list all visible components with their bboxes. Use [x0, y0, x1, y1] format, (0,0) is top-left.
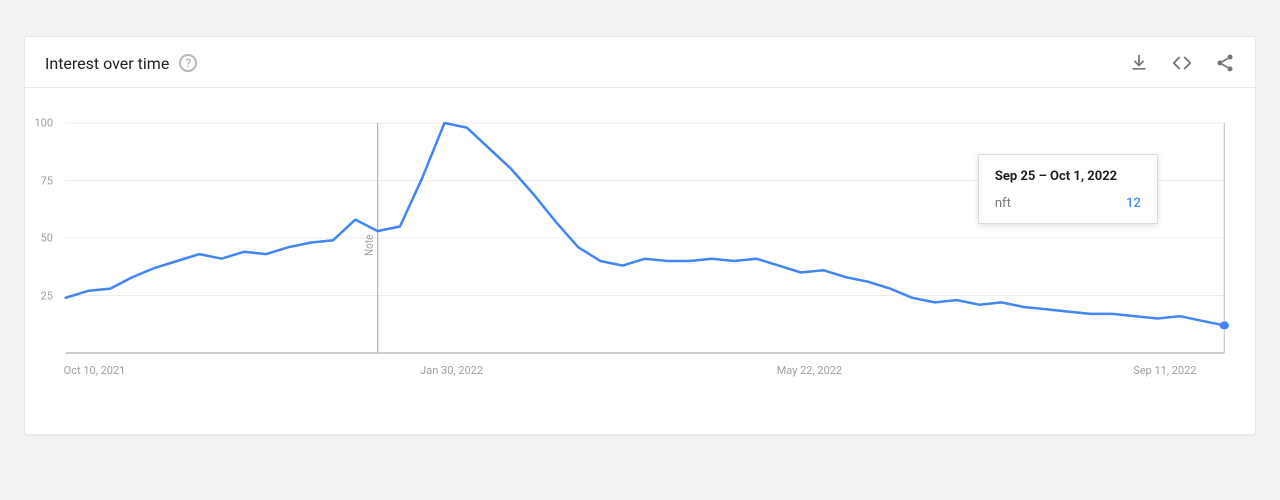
tooltip-date: Sep 25 – Oct 1, 2022 [995, 169, 1141, 184]
interest-card: Interest over time ? [24, 36, 1256, 435]
y-axis-label: 100 [34, 116, 53, 129]
line-chart[interactable]: Note 255075100 Sep 25 – Oct 1, 2022 nft … [61, 118, 1229, 358]
share-icon[interactable] [1215, 53, 1235, 73]
embed-icon[interactable] [1171, 53, 1193, 73]
y-axis-label: 75 [41, 174, 53, 187]
y-axis-label: 50 [41, 232, 53, 245]
title-group: Interest over time ? [45, 54, 197, 73]
svg-text:Note: Note [362, 234, 376, 256]
tooltip-value: 12 [1126, 196, 1141, 211]
card-actions [1129, 53, 1235, 73]
page-background: Interest over time ? [0, 0, 1280, 471]
x-axis-label: May 22, 2022 [777, 364, 842, 377]
card-header: Interest over time ? [25, 37, 1255, 88]
help-icon[interactable]: ? [179, 54, 197, 72]
x-axis-label: Sep 11, 2022 [1133, 364, 1196, 377]
x-axis-label: Jan 30, 2022 [420, 364, 483, 377]
tooltip-term: nft [995, 196, 1011, 211]
x-axis-labels: Oct 10, 2021 Jan 30, 2022 May 22, 2022 Sep … [61, 364, 1229, 384]
y-axis-label: 25 [41, 289, 53, 302]
card-title: Interest over time [45, 54, 169, 73]
card-body: Note 25 50 75 100 Sep 25 – Oct 1, 2022 nft … [25, 88, 1255, 434]
x-axis-label: Oct 10, 2021 [64, 364, 126, 377]
download-icon[interactable] [1129, 53, 1149, 73]
chart-tooltip: Sep 25 – Oct 1, 2022 nft 12 [978, 154, 1158, 224]
